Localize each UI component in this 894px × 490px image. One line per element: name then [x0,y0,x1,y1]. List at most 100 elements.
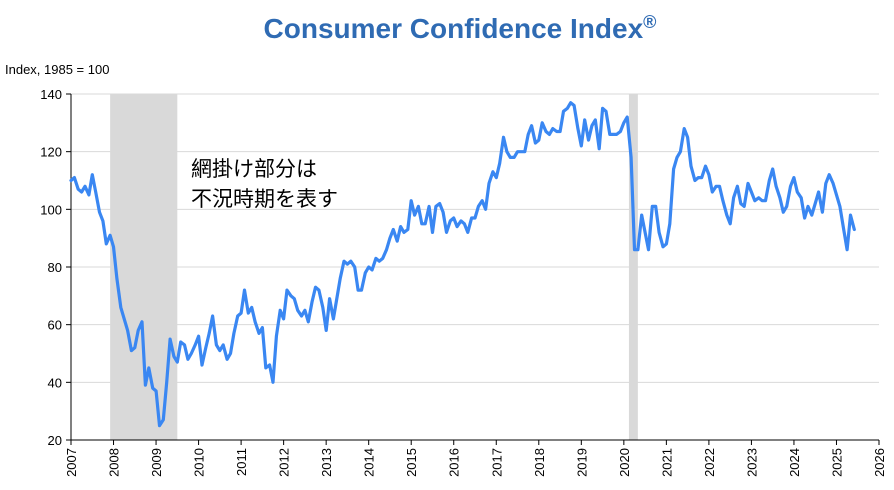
data-point [736,185,739,188]
data-point [388,237,392,240]
data-point [236,314,239,318]
data-point [271,381,275,384]
data-point [406,228,409,231]
data-point [396,239,399,243]
data-point [683,127,686,130]
data-point [140,320,144,323]
data-point [410,199,413,202]
data-point [842,228,845,231]
data-point [558,130,562,133]
data-point [441,211,445,214]
x-tick-label-2021: 2021 [659,448,674,477]
data-point [105,242,108,246]
data-point [158,424,161,427]
data-point [438,202,441,205]
data-point [261,326,264,329]
data-point [420,222,423,225]
data-point [144,384,147,387]
data-point [183,343,186,347]
x-tick-label-2010: 2010 [192,448,207,477]
data-point [268,363,271,367]
data-point [838,205,842,208]
data-point [445,231,448,234]
data-point [392,228,395,231]
y-tick-label-120: 120 [40,145,62,160]
x-tick-label-2013: 2013 [319,448,334,477]
x-tick-label-2008: 2008 [107,448,122,477]
data-point [335,297,338,300]
x-tick-label-2025: 2025 [829,448,844,477]
data-point [381,257,384,260]
data-point [615,133,618,136]
data-point [200,363,204,367]
data-point [587,138,590,142]
data-point [544,130,548,133]
data-point [222,343,225,347]
data-point [484,208,487,211]
data-point [700,176,703,179]
data-point [512,156,516,159]
data-point [774,185,778,188]
data-point [73,176,76,179]
data-point [654,205,657,208]
data-point [796,190,799,194]
data-point [449,219,452,223]
data-point [806,205,810,208]
data-point [293,297,296,300]
data-point [473,216,477,220]
data-point [821,211,824,214]
data-point [83,185,87,188]
data-point [477,205,480,208]
data-point [633,248,636,251]
data-point [785,205,788,208]
data-point [651,205,654,208]
x-tick-label-2024: 2024 [787,448,802,477]
data-point [721,199,725,202]
data-point [108,234,112,237]
data-point [800,196,803,199]
data-point [208,332,211,335]
data-point [186,358,190,361]
data-point [69,179,73,182]
registered-mark: ® [643,12,656,32]
data-point [466,231,469,234]
data-point [243,288,246,292]
data-point [739,202,742,205]
data-point [580,144,583,148]
data-point [176,360,179,364]
data-point [608,133,611,136]
data-point [636,248,640,251]
x-tick-label-2019: 2019 [574,448,589,477]
x-tick-label-2015: 2015 [404,448,419,477]
data-point [828,173,831,176]
data-point [289,294,293,297]
data-point [604,110,608,113]
data-point [509,156,512,159]
data-point [594,118,597,122]
data-point [530,124,533,127]
data-point [814,202,817,205]
data-point [548,133,551,136]
data-point [300,314,303,318]
data-point [325,329,328,332]
data-point [452,216,455,220]
x-tick-label-2026: 2026 [872,448,887,477]
x-tick-label-2022: 2022 [702,448,717,477]
data-point [190,352,193,355]
data-point [378,260,381,263]
data-point [495,176,498,179]
data-point [279,309,282,312]
x-tick-label-2012: 2012 [277,448,292,477]
data-point [77,188,80,191]
data-point [746,182,750,185]
data-point [668,222,671,225]
y-axis-unit-label: Index, 1985 = 100 [5,62,109,77]
x-tick-label-2020: 2020 [617,448,632,477]
data-point [729,222,732,225]
data-point [835,193,838,197]
data-point [459,219,463,223]
data-point [229,352,232,355]
data-point [764,199,767,202]
data-point [346,262,349,266]
data-point [296,309,299,312]
